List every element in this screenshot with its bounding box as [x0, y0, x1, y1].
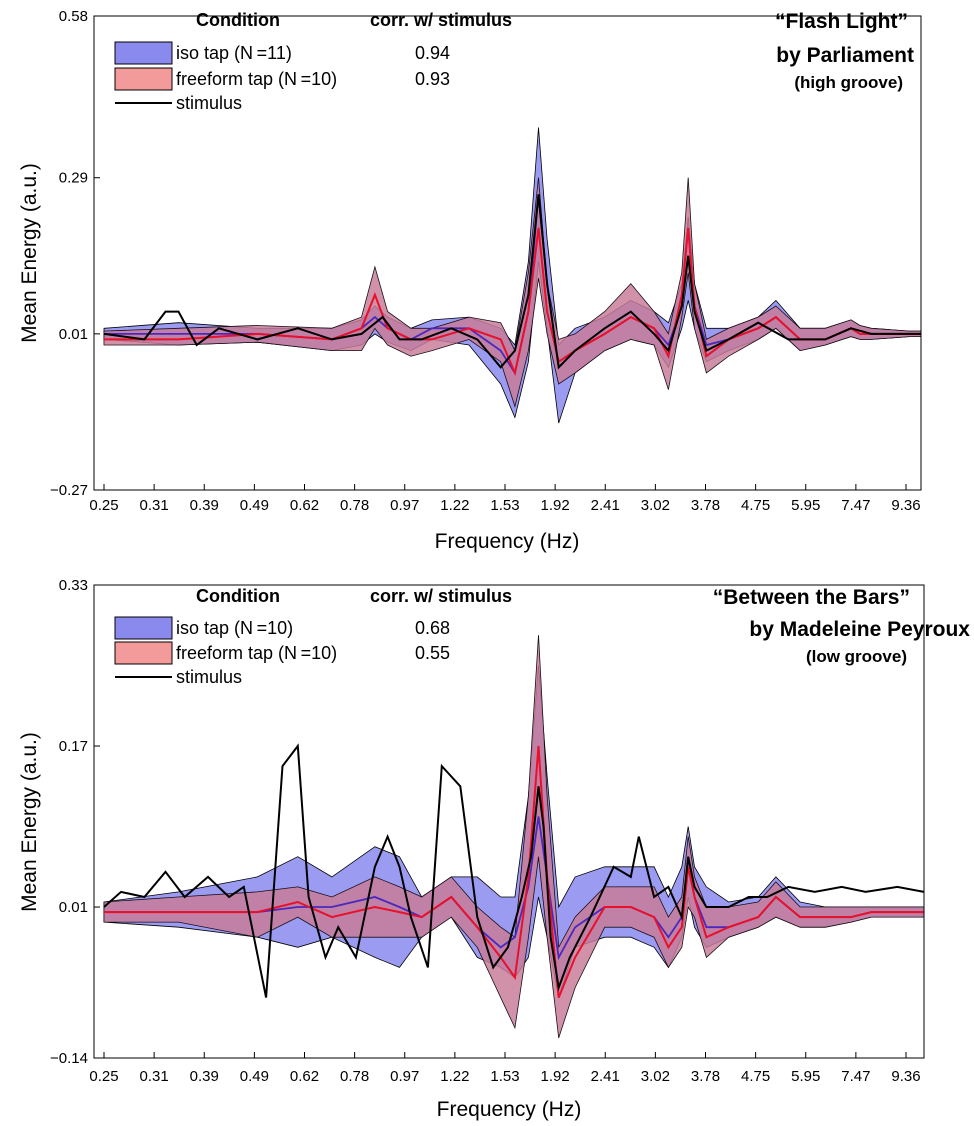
- legend-label-iso: iso tap (N =11): [176, 43, 292, 63]
- y-axis: 0.58 0.29 0.01 −0.27: [50, 8, 100, 499]
- x-tick-label: 0.62: [290, 1068, 319, 1085]
- legend-label-iso: iso tap (N =10): [176, 618, 293, 638]
- plot-area: [103, 635, 925, 1039]
- y-tick-label: 0.33: [59, 577, 88, 594]
- legend-corr-freeform: 0.55: [415, 643, 450, 663]
- x-tick-label: 3.78: [691, 1068, 720, 1085]
- legend-swatch-freeform: [114, 641, 173, 665]
- legend: Condition corr. w/ stimulus iso tap (N =…: [114, 586, 512, 687]
- x-tick-label: 1.92: [541, 1068, 570, 1085]
- x-tick-label: 3.02: [641, 497, 670, 514]
- legend-label-freeform: freeform tap (N =10): [176, 643, 337, 663]
- x-tick-label: 0.25: [89, 497, 118, 514]
- x-tick-label: 0.97: [390, 497, 419, 514]
- y-tick-label: 0.17: [59, 738, 88, 755]
- legend-swatch-iso: [114, 616, 173, 640]
- legend-corr-iso: 0.68: [415, 618, 450, 638]
- x-tick-label: 1.22: [440, 1068, 469, 1085]
- y-tick-label: 0.01: [59, 899, 88, 916]
- y-tick-label: −0.14: [50, 1050, 88, 1067]
- legend-corr-freeform: 0.93: [415, 69, 450, 89]
- song-artist: by Madeleine Peyroux: [749, 618, 970, 641]
- legend-label-stimulus: stimulus: [176, 93, 242, 113]
- x-axis-label: Frequency (Hz): [435, 530, 580, 553]
- x-tick-label: 1.22: [440, 497, 469, 514]
- song-title: “Between the Bars”: [713, 586, 910, 609]
- y-tick-label: −0.27: [50, 482, 88, 499]
- y-tick-label: 0.29: [59, 170, 88, 187]
- song-groove: (high groove): [794, 73, 903, 92]
- x-tick-label: 5.95: [791, 497, 820, 514]
- x-tick-label: 1.53: [490, 1068, 519, 1085]
- legend-header-condition: Condition: [196, 586, 280, 606]
- x-tick-label: 0.49: [240, 1068, 269, 1085]
- song-artist: by Parliament: [776, 44, 914, 67]
- x-tick-label: 7.47: [841, 497, 870, 514]
- x-tick-label: 0.49: [240, 497, 269, 514]
- line-stimulus: [103, 743, 925, 998]
- x-tick-label: 4.75: [741, 1068, 770, 1085]
- x-tick-label: 0.25: [89, 1068, 118, 1085]
- legend-header-corr: corr. w/ stimulus: [370, 586, 512, 606]
- legend-header-corr: corr. w/ stimulus: [370, 10, 512, 30]
- x-tick-label: 0.39: [190, 497, 219, 514]
- axes-frame: [93, 15, 922, 491]
- y-axis: 0.33 0.17 0.01 −0.14: [50, 577, 100, 1067]
- plot-area: [103, 127, 922, 424]
- x-tick-label: 3.78: [691, 497, 720, 514]
- x-tick-label: 2.41: [591, 497, 620, 514]
- x-tick-label: 0.97: [390, 1068, 419, 1085]
- x-tick-label: 4.75: [741, 497, 770, 514]
- x-tick-label: 0.31: [140, 1068, 169, 1085]
- panel-between-the-bars: 0.330.170.01−0.14 0.25 0.31 0.39 0.49 0.62 0.…: [18, 577, 970, 1121]
- x-tick-label: 0.31: [140, 497, 169, 514]
- x-tick-label: 2.41: [591, 1068, 620, 1085]
- x-tick-label: 7.47: [841, 1068, 870, 1085]
- y-tick-label: 0.01: [59, 326, 88, 343]
- x-tick-label: 1.92: [541, 497, 570, 514]
- x-tick-label: 1.53: [490, 497, 519, 514]
- x-tick-label: 0.62: [290, 497, 319, 514]
- legend-swatch-freeform: [114, 67, 173, 91]
- x-tick-label: 0.39: [190, 1068, 219, 1085]
- x-axis: 0.25 0.31 0.39 0.49 0.62 0.78 0.97 1.22 1.53 1.92…: [89, 1052, 921, 1085]
- y-tick-label: 0.58: [59, 8, 88, 25]
- legend-label-stimulus: stimulus: [176, 667, 242, 687]
- line-freeform-tap-mean: [104, 745, 924, 998]
- x-tick-label: 0.78: [340, 497, 369, 514]
- x-tick-label: 5.95: [791, 1068, 820, 1085]
- legend-swatch-iso: [114, 41, 173, 65]
- x-tick-label: 0.78: [340, 1068, 369, 1085]
- x-tick-label: 9.36: [891, 497, 920, 514]
- legend-header-condition: Condition: [196, 10, 280, 30]
- legend-label-freeform: freeform tap (N =10): [176, 69, 337, 89]
- legend-corr-iso: 0.94: [415, 43, 450, 63]
- line-stimulus: [103, 194, 921, 370]
- band-overlap: [104, 635, 924, 1038]
- x-tick-label: 9.36: [891, 1068, 920, 1085]
- song-groove: (low groove): [806, 647, 907, 666]
- song-title: “Flash Light”: [775, 10, 908, 33]
- axes-frame: [93, 584, 925, 1059]
- panel-flash-light: 0.580.290.01−0.27 0.25 0.31 0.39 0.49 0.62 0.…: [18, 8, 922, 553]
- y-axis-label: Mean Energy (a.u.): [18, 732, 41, 912]
- x-axis: 0.25 0.31 0.39 0.49 0.62 0.78 0.97 1.22 1.53 1.92…: [89, 484, 921, 514]
- x-tick-label: 3.02: [641, 1068, 670, 1085]
- x-axis-label: Frequency (Hz): [437, 1098, 582, 1121]
- band-overlap: [104, 177, 921, 407]
- legend: Condition corr. w/ stimulus iso tap (N =…: [114, 10, 512, 113]
- y-axis-label: Mean Energy (a.u.): [18, 163, 41, 343]
